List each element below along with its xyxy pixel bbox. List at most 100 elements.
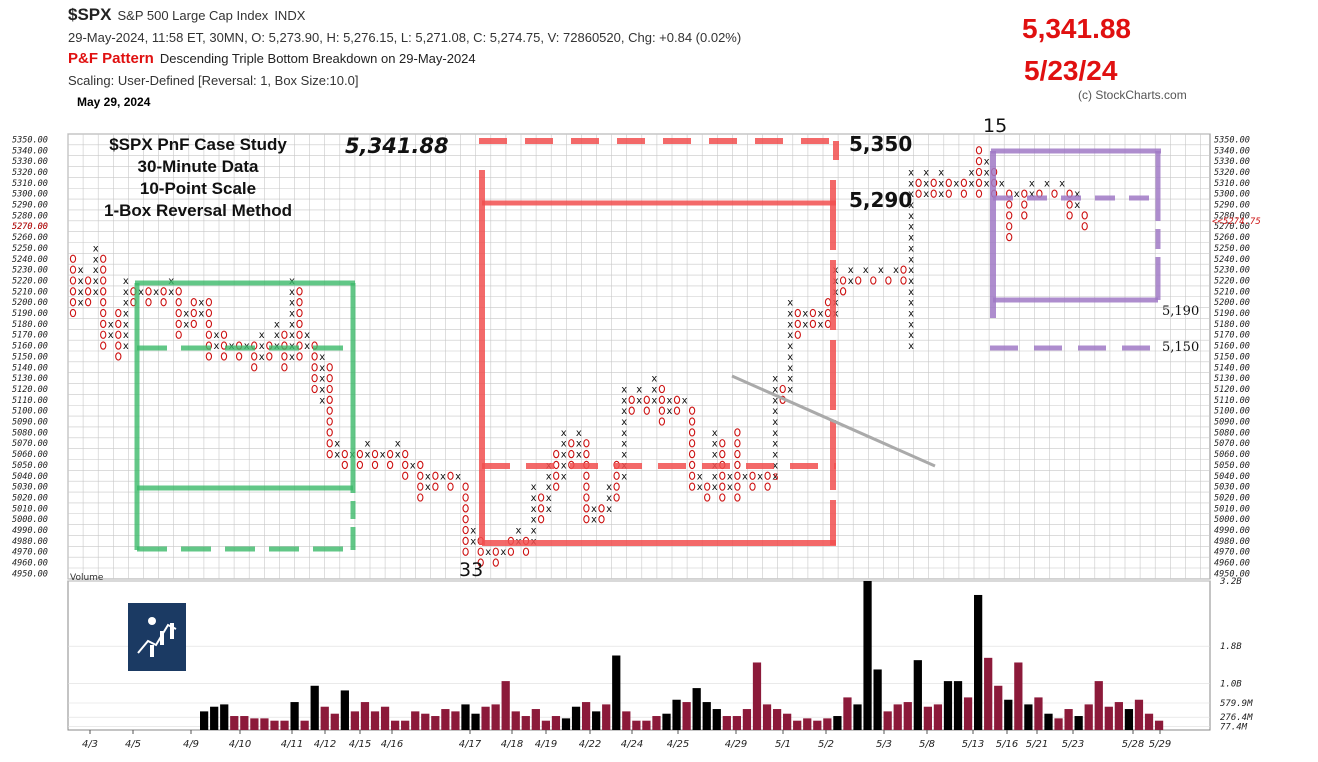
- y-tick-label-right: 5230.00: [1214, 266, 1250, 276]
- x-mark: x: [651, 374, 657, 385]
- volume-bar: [883, 711, 892, 730]
- o-mark: [326, 428, 333, 437]
- x-mark: x: [561, 428, 567, 439]
- o-mark: [673, 395, 681, 404]
- x-mark: x: [319, 352, 325, 363]
- volume-bar: [1034, 697, 1043, 730]
- x-mark: x: [787, 298, 793, 309]
- y-tick-label-right: 5100.00: [1214, 407, 1250, 417]
- o-mark: [175, 287, 182, 296]
- o-mark: [311, 363, 318, 372]
- o-mark: [205, 308, 213, 318]
- o-mark: [175, 308, 182, 318]
- o-mark: [945, 189, 952, 198]
- x-mark: x: [636, 395, 642, 406]
- y-tick-label-right: 5290.00: [1214, 201, 1250, 211]
- o-mark: [583, 449, 590, 459]
- o-mark: [417, 471, 424, 480]
- y-tick-label-left: 5250.00: [12, 244, 48, 254]
- x-mark: x: [908, 265, 914, 276]
- x-tick-label: 4/3: [82, 739, 98, 750]
- o-mark: [613, 471, 620, 480]
- o-mark: [477, 558, 484, 567]
- o-mark: [115, 319, 122, 329]
- x-mark: x: [304, 341, 310, 352]
- y-tick-label-right: 5200.00: [1214, 298, 1250, 308]
- volume-bar: [913, 660, 922, 730]
- volume-bar: [702, 702, 711, 730]
- o-mark: [462, 525, 469, 535]
- o-mark: [1066, 200, 1073, 209]
- volume-bar: [270, 720, 279, 730]
- chart-date: May 29, 2024: [77, 95, 151, 109]
- x-mark: x: [772, 471, 778, 482]
- y-tick-label-left: 5180.00: [12, 320, 48, 330]
- o-mark: [326, 363, 333, 372]
- volume-bar: [953, 681, 963, 730]
- x-tick-label: 5/8: [919, 739, 935, 750]
- volume-bar: [1014, 662, 1023, 730]
- label-5150: 5,150: [1162, 340, 1199, 355]
- y-tick-label-left: 5210.00: [12, 287, 48, 297]
- volume-bar: [280, 720, 289, 730]
- y-tick-label-right: 4970.00: [1214, 548, 1250, 558]
- o-mark: [583, 439, 590, 448]
- y-tick-label-left: 5270.00: [12, 222, 48, 232]
- o-mark: [522, 547, 530, 556]
- o-mark: [220, 330, 228, 339]
- o-mark: [326, 439, 333, 448]
- y-tick-label-right: 5340.00: [1214, 146, 1250, 156]
- volume-bar: [642, 720, 651, 730]
- o-mark: [734, 460, 741, 470]
- x-mark: x: [651, 395, 657, 406]
- o-mark: [764, 471, 771, 480]
- x-mark: x: [908, 189, 914, 200]
- y-tick-label-left: 5260.00: [12, 233, 48, 243]
- y-tick-label-left: 5350.00: [12, 135, 48, 145]
- volume-tick-label: 1.8B: [1220, 642, 1242, 652]
- y-tick-label-right: 5130.00: [1214, 374, 1250, 384]
- volume-tick-label: 3.2B: [1219, 577, 1242, 587]
- x-mark: x: [410, 460, 416, 471]
- x-mark: x: [259, 341, 265, 352]
- o-mark: [402, 449, 409, 459]
- o-mark: [598, 515, 605, 524]
- o-mark: [296, 298, 303, 307]
- volume-bar: [370, 711, 380, 730]
- o-mark: [779, 384, 786, 394]
- o-mark: [749, 482, 756, 491]
- x-mark: x: [93, 287, 99, 298]
- x-mark: x: [108, 330, 114, 341]
- o-mark: [658, 406, 666, 415]
- o-mark: [311, 352, 318, 361]
- volume-bar: [1124, 709, 1134, 730]
- o-mark: [356, 449, 364, 459]
- o-mark: [326, 406, 333, 415]
- x-mark: x: [621, 417, 627, 428]
- x-mark: x: [319, 384, 325, 395]
- y-tick-label-right: 5150.00: [1214, 352, 1250, 362]
- o-mark: [719, 449, 726, 459]
- x-mark: x: [772, 460, 778, 471]
- o-mark: [1006, 200, 1013, 209]
- o-mark: [583, 482, 590, 491]
- x-mark: x: [213, 330, 219, 341]
- volume-title: Volume: [70, 573, 104, 583]
- x-mark: x: [757, 471, 763, 482]
- x-mark: x: [546, 471, 552, 482]
- volume-bar: [994, 685, 1003, 730]
- o-mark: [688, 460, 696, 470]
- x-mark: x: [712, 471, 718, 482]
- study-line: 30-Minute Data: [137, 157, 259, 176]
- o-mark: [175, 298, 182, 307]
- x-tick-label: 4/15: [349, 739, 371, 750]
- o-mark: [447, 471, 454, 480]
- o-mark: [673, 406, 681, 415]
- x-mark: x: [78, 298, 84, 309]
- o-mark: [432, 482, 439, 491]
- x-mark: x: [968, 178, 974, 189]
- x-tick-label: 4/16: [381, 739, 403, 750]
- o-mark: [975, 189, 983, 198]
- x-mark: x: [123, 330, 129, 341]
- x-tick-label: 4/5: [125, 739, 141, 750]
